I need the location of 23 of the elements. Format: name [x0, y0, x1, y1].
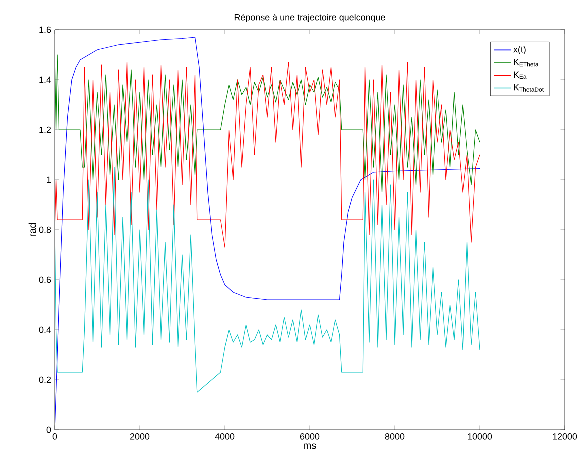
x-axis-title: ms [304, 444, 316, 450]
legend-label: x(t) [514, 46, 526, 55]
y-tick-label: 1.6 [40, 26, 52, 34]
y-tick-label: 1.4 [40, 76, 52, 84]
y-tick-label: 0.4 [39, 326, 52, 334]
y-tick-label: 0.8 [39, 226, 52, 234]
legend-label: K$_{ThetaDot}$ [514, 84, 544, 92]
y-tick-label: 1 [47, 176, 52, 184]
x-tick-label: 10000 [468, 434, 492, 440]
chart-title: Réponse à une trajectoire quelconque [234, 14, 386, 22]
x-tick-label: 4000 [215, 434, 235, 440]
y-tick-label: 0.6 [39, 276, 52, 284]
legend-label: K$_{ETheta}$ [514, 59, 539, 67]
legend-label: K$_{Ea}$ [514, 72, 527, 80]
x-tick-label: 2000 [130, 434, 150, 440]
y-tick-label: 0 [46, 426, 52, 434]
y-axis-title: rad [28, 223, 36, 237]
x-tick-label: 6000 [300, 434, 320, 440]
y-tick-label: 0.2 [39, 376, 52, 384]
x-tick-label: 8000 [385, 434, 405, 440]
y-tick-label: 1.2 [40, 126, 52, 134]
x-tick-label: 0 [52, 434, 58, 440]
x-tick-label: 12000 [553, 434, 578, 440]
